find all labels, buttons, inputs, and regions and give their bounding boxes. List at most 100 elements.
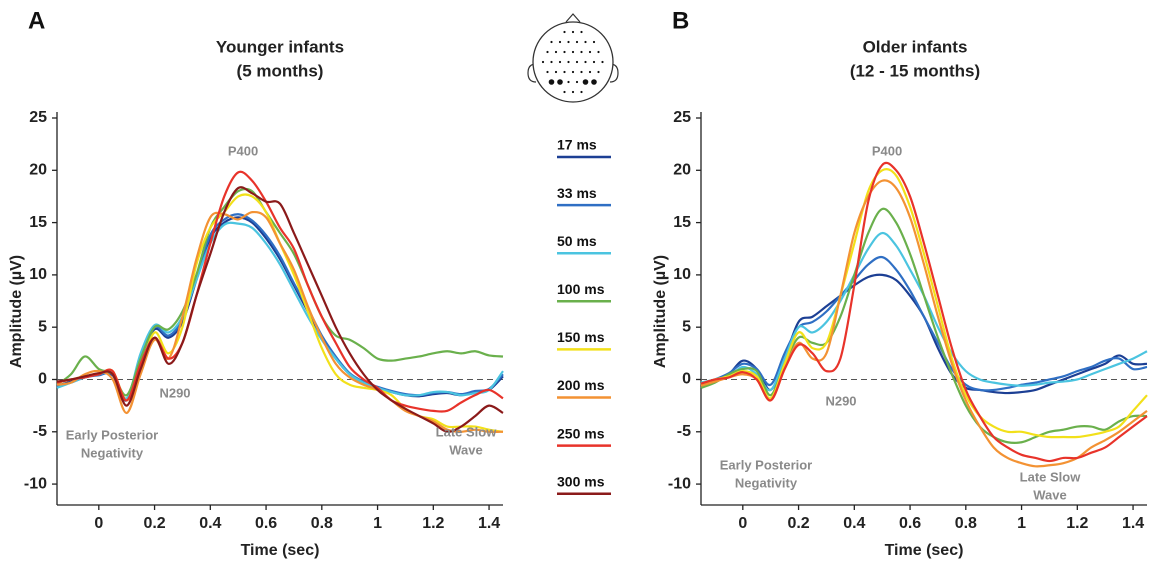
electrode	[548, 79, 555, 85]
annotation: Late Slow	[1020, 469, 1082, 484]
y-tick-label: 20	[673, 162, 691, 179]
y-tick-label: -10	[24, 475, 47, 492]
series-line	[56, 210, 504, 434]
electrode	[584, 40, 587, 44]
legend-label: 33 ms	[557, 185, 597, 201]
y-tick-label: 25	[29, 109, 47, 126]
y-tick-label: 10	[29, 266, 47, 283]
electrode	[554, 70, 558, 74]
x-tick-label: 1	[1017, 515, 1026, 532]
annotation: N290	[825, 393, 856, 408]
electrode-map	[527, 13, 619, 103]
x-tick-label: 0	[738, 515, 747, 532]
electrode	[567, 60, 570, 64]
electrode	[575, 60, 579, 64]
head-outline	[532, 21, 614, 103]
y-tick-label: 20	[29, 162, 47, 179]
electrode	[563, 30, 566, 34]
x-tick-label: 0.4	[199, 515, 221, 532]
electrode	[563, 70, 566, 74]
annotation: Early Posterior	[720, 457, 813, 472]
y-axis-label: Amplitude (µV)	[652, 255, 669, 368]
chart-title: (12 - 15 months)	[850, 61, 980, 80]
electrode	[557, 79, 563, 85]
series-line	[700, 179, 1148, 468]
y-tick-label: 25	[673, 109, 691, 126]
electrode	[592, 40, 596, 44]
electrode	[571, 50, 575, 54]
electrode	[592, 60, 596, 64]
annotation: Late Slow	[436, 424, 498, 439]
electrode	[597, 50, 600, 54]
electrode	[541, 60, 545, 64]
annotation: N290	[159, 385, 190, 400]
x-tick-label: 1.4	[1122, 515, 1144, 532]
legend-label: 17 ms	[557, 137, 597, 153]
electrode	[567, 80, 570, 84]
electrode	[571, 70, 575, 74]
electrode	[582, 79, 589, 85]
electrode	[546, 50, 549, 54]
chart-title: (5 months)	[237, 61, 324, 80]
y-tick-label: 15	[673, 214, 691, 231]
y-tick-label: 10	[673, 266, 691, 283]
annotation: Wave	[449, 442, 482, 457]
x-tick-label: 1.2	[422, 515, 444, 532]
series-line	[56, 187, 504, 397]
panel-label: A	[28, 7, 45, 34]
annotation: P400	[872, 143, 902, 158]
x-tick-label: 0.8	[955, 515, 977, 532]
electrode	[580, 30, 583, 34]
y-tick-label: 5	[682, 318, 691, 335]
y-tick-label: -5	[33, 423, 47, 440]
legend-label: 300 ms	[557, 473, 605, 489]
panel-label: B	[672, 7, 689, 34]
x-tick-label: 0.2	[143, 515, 165, 532]
electrode	[580, 90, 583, 94]
electrode	[563, 50, 566, 54]
electrode	[575, 80, 579, 84]
y-tick-label: -5	[677, 423, 691, 440]
x-tick-label: 0.6	[255, 515, 277, 532]
electrode	[584, 60, 587, 64]
x-tick-label: 1	[373, 515, 382, 532]
y-tick-label: 5	[38, 318, 47, 335]
series-line	[700, 255, 1148, 392]
electrode	[550, 60, 553, 64]
y-tick-label: 0	[38, 371, 47, 388]
electrode	[546, 70, 549, 74]
electrode	[563, 90, 566, 94]
x-tick-label: 1.4	[478, 515, 500, 532]
y-tick-label: 0	[682, 371, 691, 388]
legend-label: 50 ms	[557, 233, 597, 249]
series-line	[700, 168, 1148, 439]
legend-label: 250 ms	[557, 425, 605, 441]
electrode	[558, 60, 562, 64]
electrode	[580, 50, 583, 54]
x-tick-label: 0.4	[843, 515, 865, 532]
electrode	[597, 70, 600, 74]
x-tick-label: 1.2	[1066, 515, 1088, 532]
chart-title: Younger infants	[216, 37, 344, 56]
electrode	[558, 40, 562, 44]
legend-label: 100 ms	[557, 281, 605, 297]
electrode	[567, 40, 570, 44]
annotation: Wave	[1033, 487, 1066, 502]
y-axis-label: Amplitude (µV)	[8, 255, 25, 368]
electrode	[575, 40, 579, 44]
x-tick-label: 0.6	[899, 515, 921, 532]
electrode	[571, 30, 575, 34]
electrode	[580, 70, 583, 74]
y-tick-label: -10	[668, 475, 691, 492]
electrode	[550, 40, 553, 44]
electrode	[601, 60, 604, 64]
legend-label: 150 ms	[557, 329, 605, 345]
annotation: Negativity	[81, 445, 144, 460]
series-line	[56, 221, 504, 400]
electrode	[588, 70, 592, 74]
chart-title: Older infants	[863, 37, 968, 56]
annotation: P400	[228, 143, 258, 158]
x-axis-label: Time (sec)	[241, 542, 320, 559]
annotation: Negativity	[735, 475, 798, 490]
